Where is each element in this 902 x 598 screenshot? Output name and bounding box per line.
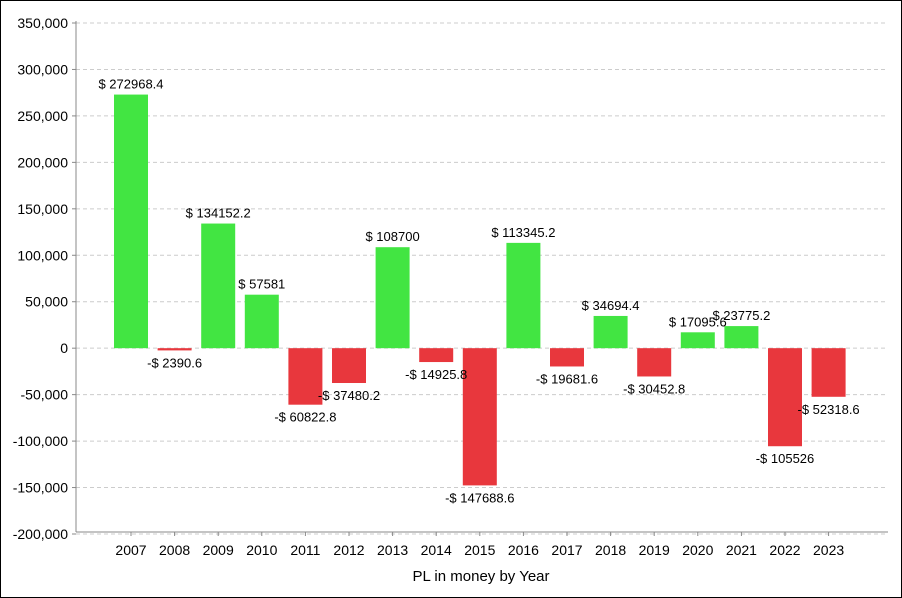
bar-2010 [244, 294, 279, 349]
data-label-2007: $ 272968.4 [98, 77, 163, 92]
x-tick-label-2011: 2011 [290, 542, 320, 558]
data-label-2022: -$ 105526 [756, 451, 815, 466]
data-label-2014: -$ 14925.8 [405, 367, 467, 382]
y-tick-label: 0 [60, 340, 68, 356]
data-label-2019: -$ 30452.8 [623, 381, 685, 396]
x-tick-label-2012: 2012 [333, 542, 364, 558]
data-label-2017: -$ 19681.6 [536, 371, 598, 386]
bar-2020 [680, 332, 715, 349]
data-label-2010: $ 57581 [238, 277, 285, 292]
data-label-2016: $ 113345.2 [491, 225, 555, 240]
y-tick-label: 350,000 [17, 15, 68, 31]
data-label-2021: $ 23775.2 [712, 308, 770, 323]
data-label-2020: $ 17095.6 [669, 314, 727, 329]
x-tick-label-2014: 2014 [421, 542, 452, 558]
bar-2009 [201, 223, 236, 349]
x-tick-label-2008: 2008 [159, 542, 190, 558]
x-tick-label-2007: 2007 [115, 542, 146, 558]
bar-2018 [593, 315, 628, 349]
y-tick-label: -200,000 [13, 526, 68, 542]
data-label-2023: -$ 52318.6 [798, 402, 860, 417]
y-tick-label: 250,000 [17, 108, 68, 124]
bar-2014 [419, 348, 454, 363]
bar-2008 [157, 348, 192, 351]
y-tick-label: 150,000 [17, 201, 68, 217]
bar-2021 [724, 326, 759, 349]
y-tick-label: -150,000 [13, 480, 68, 496]
bar-2011 [288, 348, 323, 405]
y-tick-label: 100,000 [17, 247, 68, 263]
x-tick-label-2020: 2020 [682, 542, 713, 558]
bar-2023 [811, 348, 846, 397]
x-tick-label-2017: 2017 [551, 542, 582, 558]
x-tick-label-2010: 2010 [246, 542, 277, 558]
x-tick-label-2009: 2009 [203, 542, 234, 558]
y-tick-label: -100,000 [13, 433, 68, 449]
data-label-2009: $ 134152.2 [186, 206, 251, 221]
x-tick-label-2015: 2015 [464, 542, 495, 558]
y-tick-label: -50,000 [21, 387, 69, 403]
x-tick-label-2023: 2023 [813, 542, 844, 558]
data-label-2008: -$ 2390.6 [147, 355, 202, 370]
x-tick-label-2019: 2019 [639, 542, 670, 558]
y-axis: 350,000 300,000 250,000 200,000 150,000 100,0… [13, 15, 77, 542]
data-label-2015: -$ 147688.6 [445, 490, 514, 505]
y-tick-label: 50,000 [25, 294, 68, 310]
x-tick-label-2022: 2022 [769, 542, 800, 558]
bar-2016 [506, 242, 541, 349]
bar-2022 [768, 348, 802, 447]
x-tick-label-2018: 2018 [595, 542, 626, 558]
x-axis-title: PL in money by Year [412, 568, 549, 585]
x-tick-label-2013: 2013 [377, 542, 408, 558]
bar-2013 [375, 247, 410, 349]
bars [114, 94, 846, 486]
bar-2012 [332, 348, 366, 384]
bar-2015 [462, 348, 497, 486]
bar-2007 [114, 94, 148, 349]
x-axis: 2007 2008 2009 2010 2011 2012 2013 2014 2015 2016… [76, 531, 888, 558]
x-tick-label-2016: 2016 [508, 542, 539, 558]
data-labels: $ 272968.4 -$ 2390.6 $ 134152.2 $ 57581 -$ 6… [98, 77, 859, 506]
data-label-2013: $ 108700 [365, 229, 419, 244]
data-label-2012: -$ 37480.2 [318, 388, 380, 403]
data-label-2018: $ 34694.4 [582, 298, 640, 313]
y-tick-label: 200,000 [17, 154, 68, 170]
x-tick-label-2021: 2021 [726, 542, 757, 558]
bar-2019 [637, 348, 672, 377]
bar-2017 [550, 348, 584, 367]
y-tick-label: 300,000 [17, 61, 68, 77]
data-label-2011: -$ 60822.8 [274, 410, 336, 425]
